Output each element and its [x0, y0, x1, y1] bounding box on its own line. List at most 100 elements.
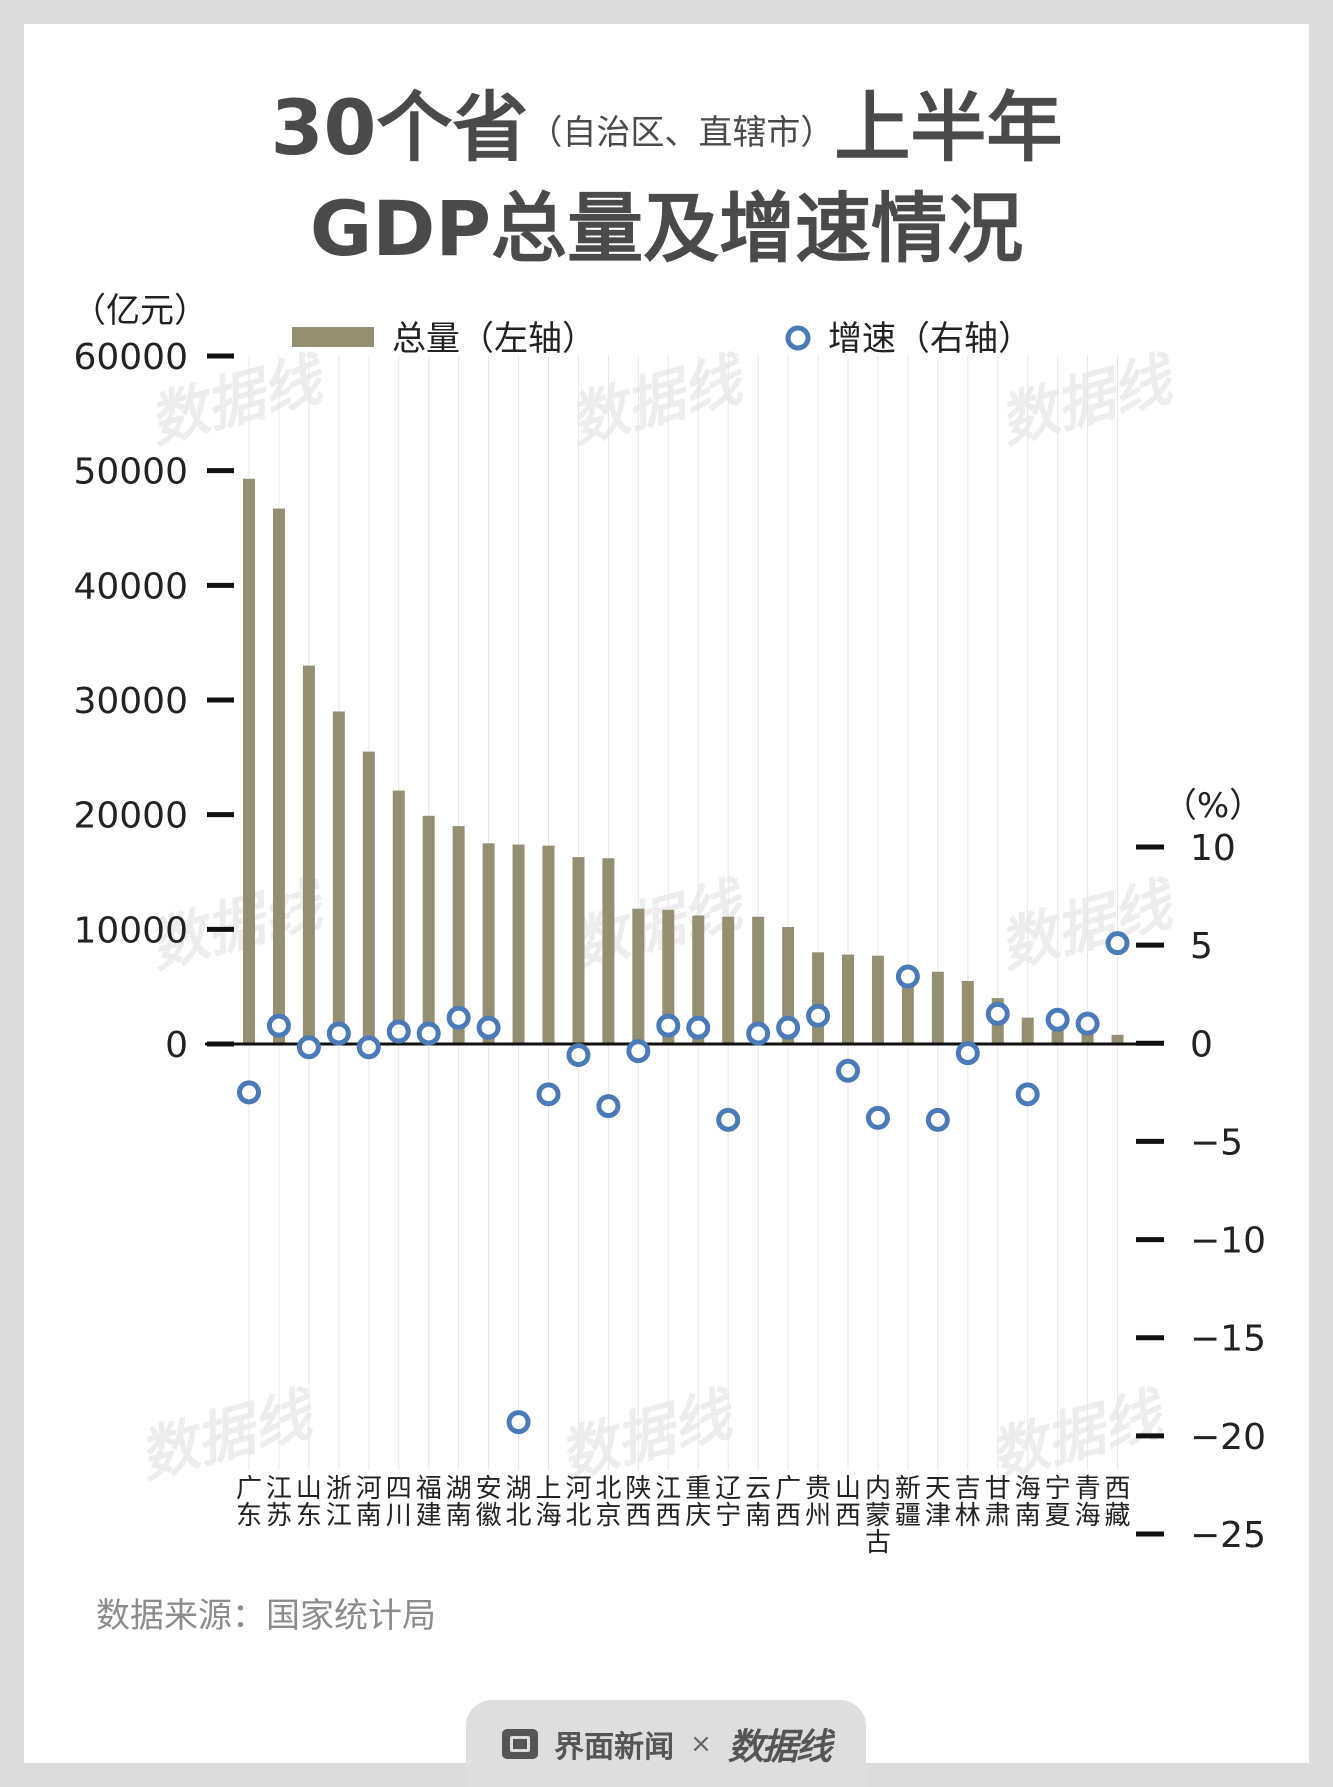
svg-text:湖: 湖 — [506, 1474, 532, 1504]
svg-text:海: 海 — [1015, 1474, 1041, 1504]
category-label-湖北: 湖北 — [506, 1474, 532, 1531]
svg-text:河: 河 — [356, 1474, 382, 1504]
left-tick-label-40000: 40000 — [73, 566, 188, 607]
footer-brand-bar: 界面新闻 × 数据线 — [466, 1700, 866, 1787]
right-tick-label--20: −20 — [1190, 1417, 1266, 1458]
brand-separator: × — [690, 1728, 712, 1759]
right-axis-unit: （%） — [1163, 786, 1263, 826]
bar-河北 — [572, 857, 585, 1044]
svg-text:州: 州 — [805, 1501, 831, 1531]
svg-text:吉: 吉 — [955, 1474, 981, 1504]
svg-text:山: 山 — [296, 1474, 322, 1504]
bar-湖北 — [512, 844, 525, 1044]
category-label-河北: 河北 — [565, 1474, 591, 1531]
dot-内蒙古 — [865, 1105, 890, 1130]
svg-text:庆: 庆 — [685, 1501, 711, 1531]
category-label-新疆: 新疆 — [895, 1474, 921, 1531]
category-label-陕西: 陕西 — [625, 1474, 651, 1531]
svg-text:西: 西 — [655, 1501, 681, 1531]
bar-天津 — [931, 971, 944, 1044]
dot-海南 — [1015, 1082, 1040, 1107]
category-label-浙江: 浙江 — [326, 1474, 352, 1531]
dot-广东 — [237, 1080, 261, 1105]
category-label-上海: 上海 — [535, 1474, 561, 1531]
dot-四川 — [386, 1019, 411, 1044]
dot-山西 — [836, 1058, 860, 1083]
dot-青海 — [1075, 1011, 1100, 1036]
category-label-广西: 广西 — [775, 1474, 801, 1531]
bar-辽宁 — [722, 916, 735, 1044]
svg-text:津: 津 — [925, 1501, 951, 1531]
bar-西藏 — [1111, 1034, 1124, 1044]
svg-text:云: 云 — [745, 1474, 771, 1504]
bar-海南 — [1021, 1017, 1034, 1044]
dot-江西 — [656, 1013, 681, 1038]
svg-text:广: 广 — [775, 1474, 801, 1504]
dot-北京 — [596, 1094, 621, 1119]
title-tail: 上半年 — [834, 83, 1063, 172]
bar-广西 — [782, 927, 795, 1044]
right-tick-label-0: 0 — [1190, 1024, 1213, 1065]
category-label-甘肃: 甘肃 — [985, 1474, 1011, 1531]
dot-天津 — [925, 1107, 950, 1132]
category-label-四川: 四川 — [386, 1474, 412, 1531]
svg-text:辽: 辽 — [715, 1474, 741, 1504]
svg-text:北: 北 — [565, 1501, 591, 1531]
category-label-江苏: 江苏 — [266, 1474, 292, 1531]
svg-text:陕: 陕 — [625, 1474, 651, 1504]
brand-jiemian: 界面新闻 — [554, 1729, 675, 1765]
svg-text:北: 北 — [595, 1474, 621, 1504]
category-label-吉林: 吉林 — [955, 1474, 981, 1531]
dot-河南 — [356, 1035, 381, 1060]
svg-text:安: 安 — [476, 1474, 502, 1504]
bar-福建 — [422, 815, 435, 1044]
dot-河北 — [566, 1043, 591, 1068]
legend-bar-swatch — [292, 327, 374, 347]
left-tick-label-30000: 30000 — [73, 681, 188, 722]
svg-text:江: 江 — [326, 1501, 352, 1531]
right-tick-label--5: −5 — [1190, 1122, 1243, 1163]
title-subtitle: （自治区、直辖市） — [528, 113, 835, 153]
bar-山西 — [842, 954, 854, 1044]
svg-text:宁: 宁 — [715, 1501, 741, 1531]
svg-text:藏: 藏 — [1105, 1501, 1131, 1531]
svg-text:浙: 浙 — [326, 1474, 352, 1504]
svg-text:苏: 苏 — [266, 1501, 292, 1531]
dot-浙江 — [326, 1021, 351, 1046]
dot-贵州 — [806, 1003, 831, 1028]
svg-text:天: 天 — [925, 1474, 951, 1504]
category-label-天津: 天津 — [925, 1474, 951, 1531]
category-label-湖南: 湖南 — [446, 1474, 472, 1531]
svg-text:肃: 肃 — [985, 1501, 1011, 1531]
bar-新疆 — [901, 970, 914, 1044]
bar-浙江 — [332, 711, 345, 1044]
left-tick-label-20000: 20000 — [73, 796, 188, 837]
dot-湖北 — [506, 1410, 531, 1435]
svg-text:川: 川 — [386, 1501, 412, 1531]
svg-text:福: 福 — [416, 1474, 442, 1504]
svg-text:上: 上 — [535, 1474, 561, 1504]
bar-江苏 — [272, 508, 285, 1044]
left-axis-unit: （亿元） — [72, 291, 208, 331]
category-label-安徽: 安徽 — [476, 1474, 502, 1531]
svg-text:建: 建 — [416, 1501, 442, 1531]
category-label-海南: 海南 — [1015, 1474, 1041, 1531]
dot-安徽 — [476, 1015, 501, 1040]
category-label-西藏: 西藏 — [1105, 1474, 1131, 1531]
svg-text:南: 南 — [356, 1501, 382, 1531]
svg-text:贵: 贵 — [805, 1474, 831, 1504]
category-label-宁夏: 宁夏 — [1045, 1474, 1071, 1531]
right-tick-label--10: −10 — [1190, 1221, 1266, 1262]
bar-重庆 — [692, 915, 705, 1044]
dot-广西 — [776, 1015, 801, 1040]
bar-内蒙古 — [871, 955, 884, 1044]
bar-河南 — [362, 751, 375, 1044]
svg-text:江: 江 — [266, 1474, 292, 1504]
bar-贵州 — [812, 952, 825, 1044]
bar-四川 — [392, 790, 405, 1044]
bar-上海 — [542, 845, 555, 1044]
svg-text:广: 广 — [236, 1474, 262, 1504]
svg-text:新: 新 — [895, 1474, 921, 1504]
category-label-云南: 云南 — [745, 1474, 771, 1531]
